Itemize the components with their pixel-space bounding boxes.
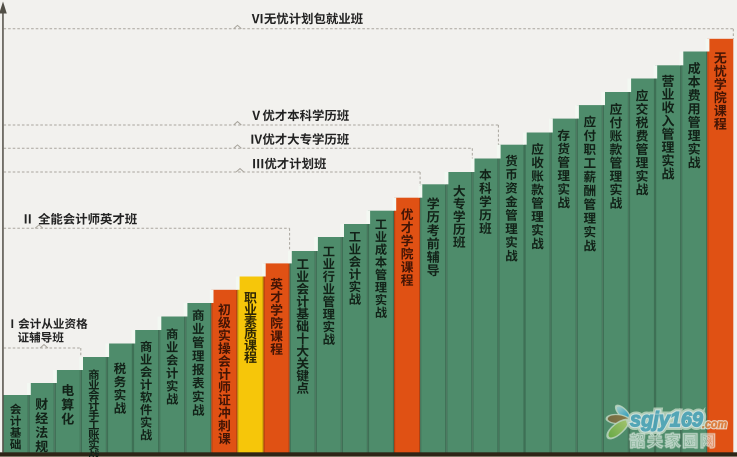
svg-text:.com: .com <box>702 419 727 431</box>
svg-text:.com: .com <box>702 419 727 431</box>
svg-text:sgjy169: sgjy169 <box>630 409 703 432</box>
svg-text:sgjy169: sgjy169 <box>630 409 703 432</box>
svg-text:sgjy169: sgjy169 <box>630 409 703 432</box>
